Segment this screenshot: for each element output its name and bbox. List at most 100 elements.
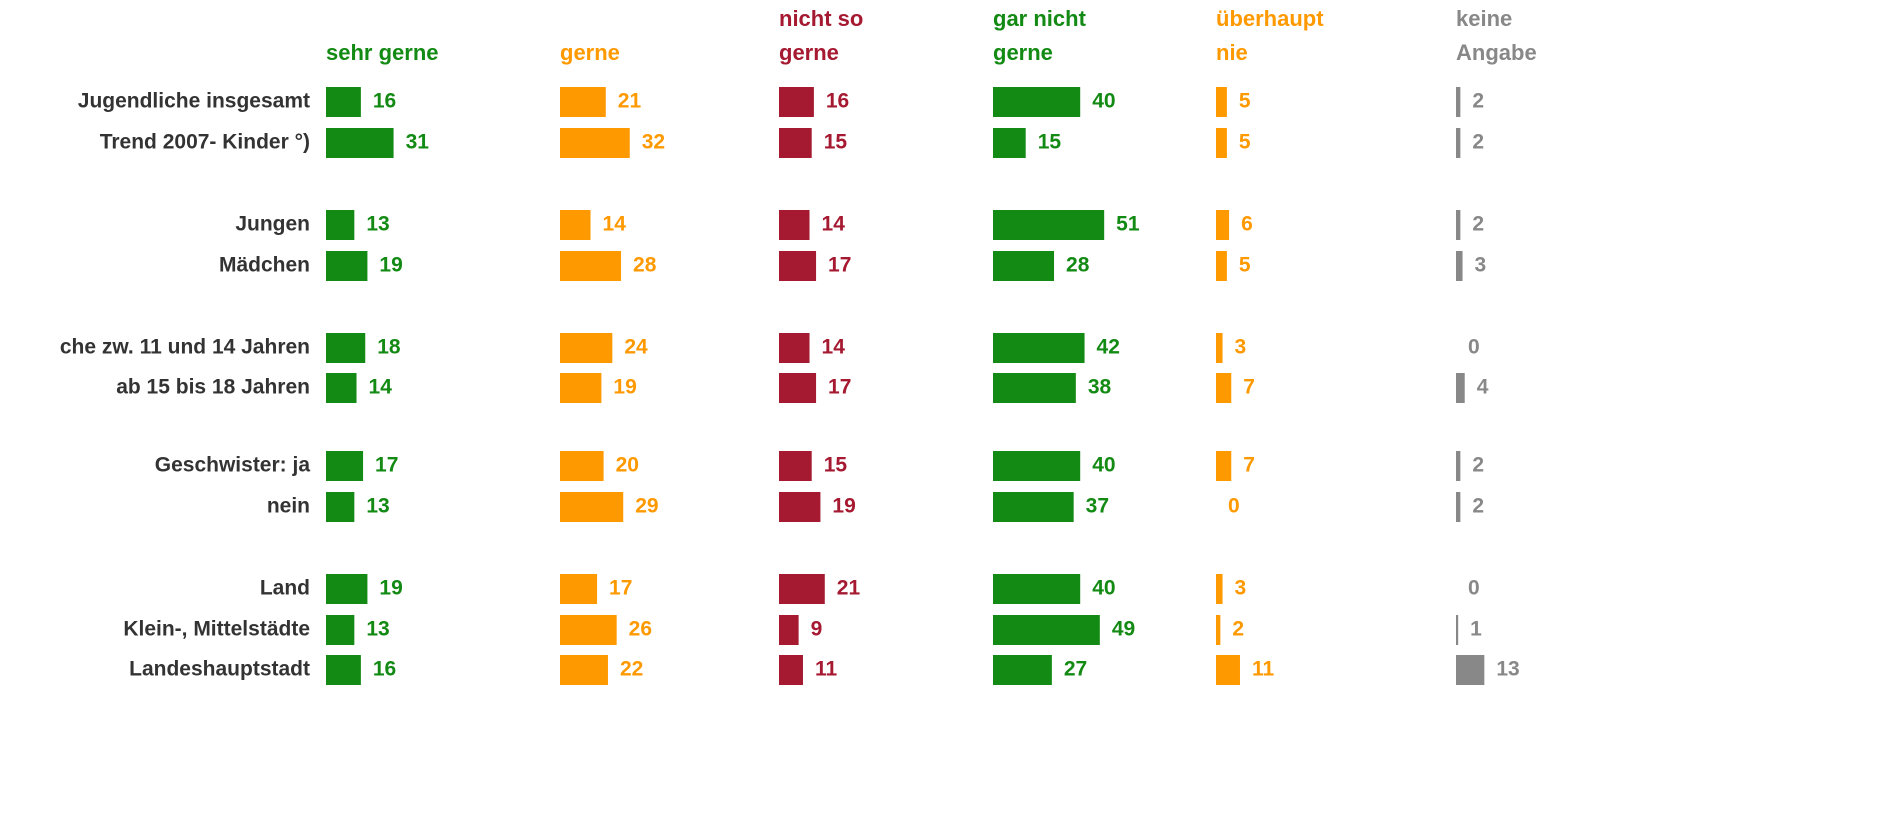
value-label: 17 xyxy=(375,454,398,477)
value-label: 2 xyxy=(1472,90,1484,113)
bar xyxy=(993,128,1026,158)
bar xyxy=(326,210,355,240)
value-label: 14 xyxy=(603,213,627,236)
value-label: 3 xyxy=(1235,336,1247,359)
bar xyxy=(326,87,361,117)
value-label: 18 xyxy=(377,336,401,359)
bar xyxy=(1456,251,1463,281)
value-label: 19 xyxy=(832,495,855,518)
bar xyxy=(1216,655,1240,685)
value-label: 49 xyxy=(1112,618,1135,641)
value-label: 15 xyxy=(824,131,848,154)
value-label: 2 xyxy=(1472,454,1484,477)
bar xyxy=(560,492,624,522)
value-label: 14 xyxy=(369,376,393,399)
bar xyxy=(993,373,1076,403)
series-header: gar nicht gerne xyxy=(993,6,1086,65)
bar xyxy=(326,574,368,604)
value-label: 27 xyxy=(1064,658,1087,681)
bar xyxy=(779,574,825,604)
value-label: 38 xyxy=(1088,376,1112,399)
bar xyxy=(1456,655,1485,685)
value-label: 11 xyxy=(815,658,838,681)
value-label: 21 xyxy=(618,90,642,113)
category-label: Klein-, Mittelstädte xyxy=(123,618,310,641)
category-label: che zw. 11 und 14 Jahren xyxy=(60,336,310,359)
value-label: 13 xyxy=(366,618,389,641)
bar xyxy=(560,87,606,117)
value-label: 19 xyxy=(379,577,402,600)
value-label: 13 xyxy=(1496,658,1519,681)
value-label: 40 xyxy=(1092,454,1115,477)
category-label: Geschwister: ja xyxy=(155,454,311,477)
bar xyxy=(1216,251,1227,281)
bar xyxy=(326,655,361,685)
value-label: 16 xyxy=(373,90,396,113)
value-label: 16 xyxy=(826,90,849,113)
bar xyxy=(1456,492,1461,522)
value-label: 40 xyxy=(1092,577,1115,600)
value-label: 13 xyxy=(366,495,389,518)
bar xyxy=(326,373,357,403)
category-label: Landeshauptstadt xyxy=(129,658,310,681)
bar xyxy=(1456,87,1461,117)
value-label: 15 xyxy=(824,454,848,477)
value-label: 17 xyxy=(609,577,632,600)
value-label: 20 xyxy=(616,454,639,477)
bar xyxy=(1216,574,1223,604)
series-header: nicht so gerne xyxy=(779,6,864,65)
value-label: 0 xyxy=(1468,336,1480,359)
bar xyxy=(1456,128,1461,158)
bar xyxy=(779,87,814,117)
bar xyxy=(993,251,1055,281)
bar xyxy=(1216,373,1232,403)
value-label: 0 xyxy=(1468,577,1480,600)
value-label: 14 xyxy=(822,213,846,236)
series-header: sehr gerne xyxy=(326,40,439,65)
value-label: 2 xyxy=(1472,131,1484,154)
value-label: 29 xyxy=(635,495,658,518)
bar xyxy=(779,655,803,685)
value-label: 1 xyxy=(1470,618,1482,641)
value-label: 28 xyxy=(1066,254,1090,277)
value-label: 51 xyxy=(1116,213,1140,236)
value-label: 3 xyxy=(1475,254,1487,277)
bar xyxy=(779,251,817,281)
series-header: keine Angabe xyxy=(1456,6,1537,65)
value-label: 2 xyxy=(1232,618,1244,641)
bar xyxy=(1456,615,1459,645)
value-label: 9 xyxy=(811,618,823,641)
bar xyxy=(779,451,812,481)
value-label: 5 xyxy=(1239,131,1251,154)
bar xyxy=(1456,451,1461,481)
bar xyxy=(560,574,598,604)
bar xyxy=(560,333,613,363)
bar xyxy=(993,210,1105,240)
bar xyxy=(993,333,1085,363)
bar xyxy=(560,615,617,645)
bar xyxy=(1216,333,1223,363)
bar xyxy=(993,615,1100,645)
value-label: 16 xyxy=(373,658,396,681)
value-label: 15 xyxy=(1038,131,1062,154)
bar xyxy=(993,87,1081,117)
value-label: 28 xyxy=(633,254,657,277)
value-label: 37 xyxy=(1086,495,1109,518)
bar xyxy=(1216,210,1230,240)
category-label: Land xyxy=(260,577,310,600)
value-label: 17 xyxy=(828,376,851,399)
value-label: 6 xyxy=(1241,213,1253,236)
bar xyxy=(326,615,355,645)
bar xyxy=(779,492,821,522)
bar xyxy=(560,655,608,685)
bar xyxy=(779,128,812,158)
bar xyxy=(560,251,622,281)
value-label: 19 xyxy=(379,254,402,277)
value-label: 5 xyxy=(1239,254,1251,277)
bar xyxy=(779,333,810,363)
value-label: 3 xyxy=(1235,577,1247,600)
value-label: 24 xyxy=(624,336,648,359)
value-label: 4 xyxy=(1477,376,1489,399)
